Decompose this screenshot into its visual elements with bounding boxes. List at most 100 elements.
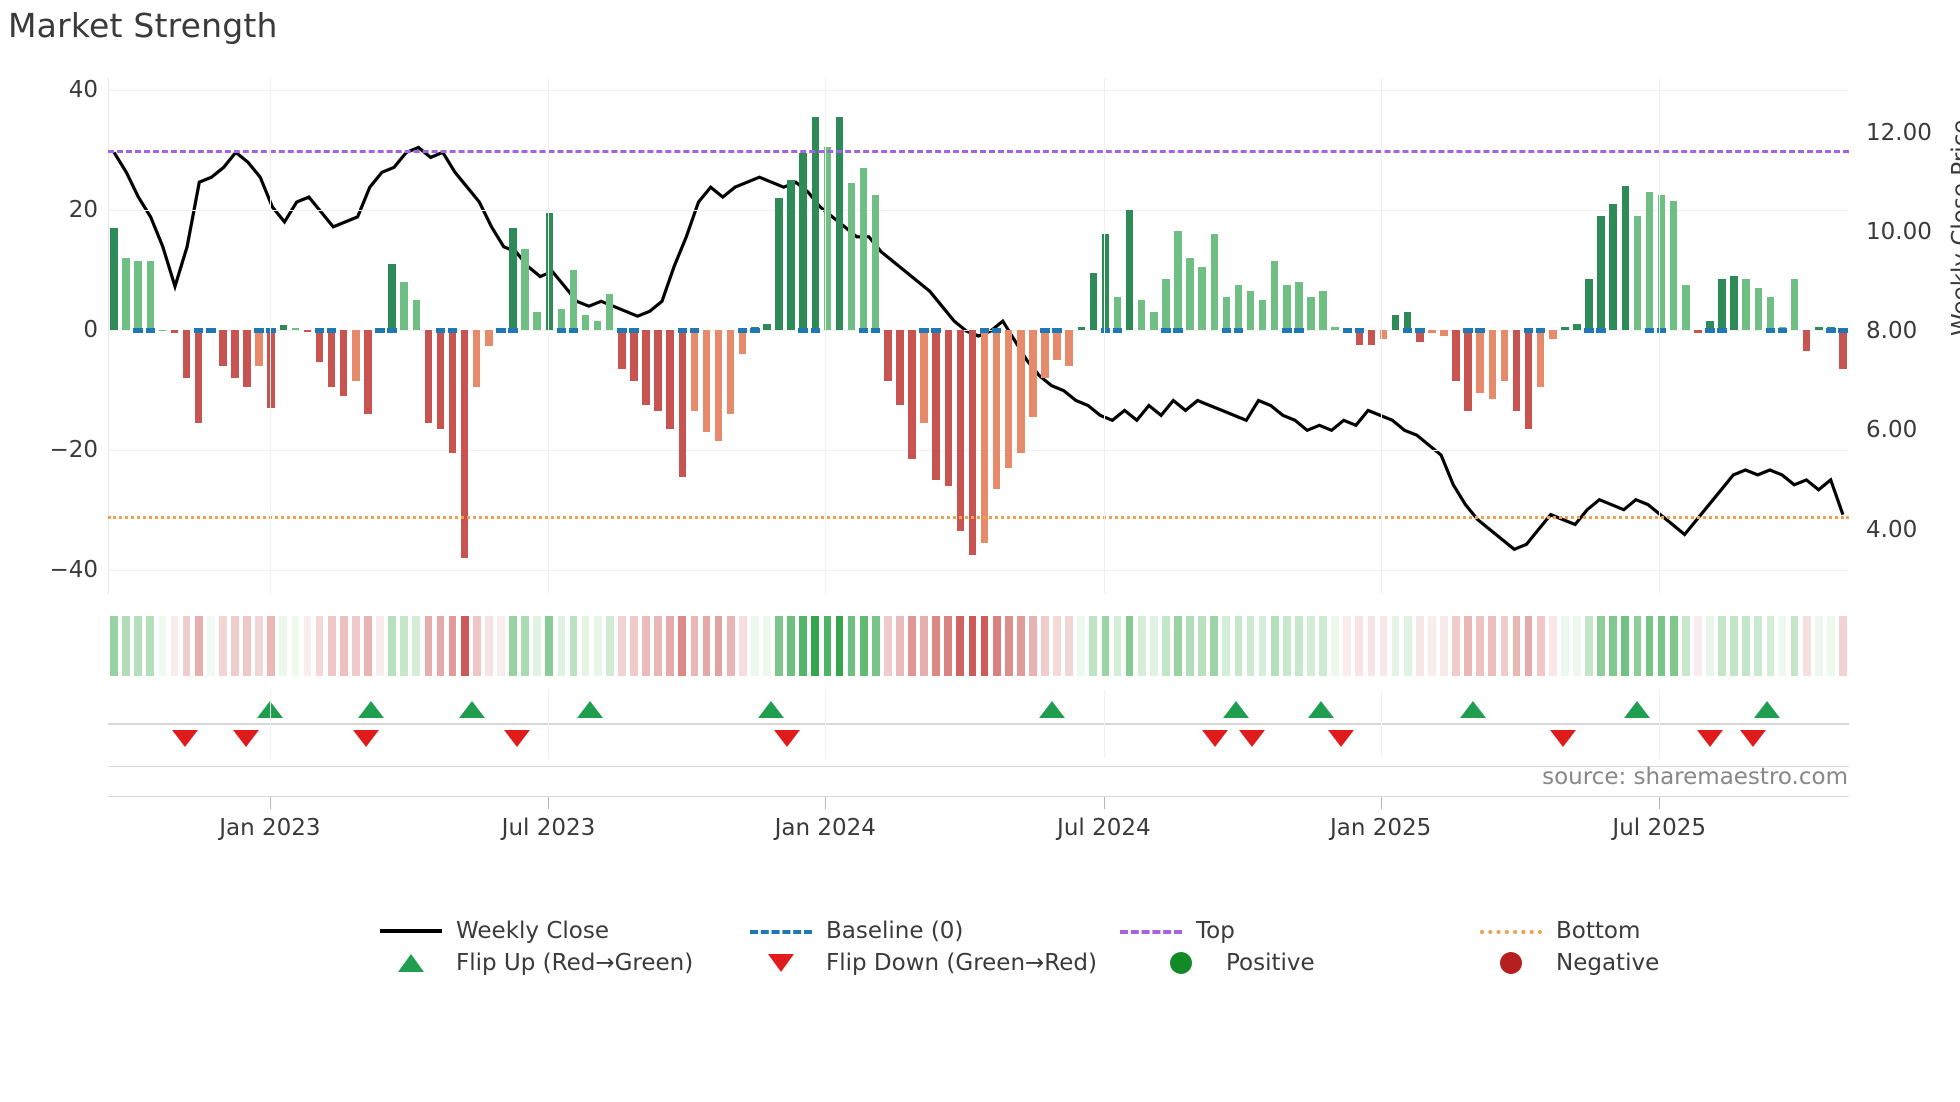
x-guide-line (1103, 690, 1105, 758)
strength-bar (1041, 330, 1049, 378)
strength-bar (871, 195, 880, 330)
heatmap-cell (1234, 616, 1243, 676)
baseline-segment (1052, 327, 1062, 333)
strength-bar (630, 330, 638, 381)
heatmap-cell (1597, 616, 1605, 676)
flip-up-marker (1623, 701, 1650, 718)
strength-bar (1270, 261, 1279, 330)
strength-bar (859, 168, 868, 330)
flip-marker-panel (108, 690, 1849, 758)
legend-item[interactable]: Flip Up (Red→Green) (380, 950, 693, 976)
heatmap-cell (1295, 616, 1303, 676)
heatmap-cell (1101, 616, 1110, 676)
heatmap-cell (1319, 616, 1327, 676)
flip-up-marker (758, 701, 785, 718)
heatmap-cell (388, 616, 396, 676)
strength-bar (1283, 285, 1291, 330)
flip-down-marker (504, 730, 531, 747)
strength-bar (678, 330, 687, 477)
baseline-segment (1354, 327, 1365, 333)
y-axis-left-tick-label: 0 (83, 317, 98, 343)
heatmap-cell (642, 616, 650, 676)
strength-bar (1391, 315, 1400, 330)
heatmap-cell (1343, 616, 1352, 676)
heatmap-cell (376, 616, 384, 676)
flip-down-marker (773, 730, 800, 747)
heatmap-cell (1826, 616, 1835, 676)
heatmap-cell (1609, 616, 1618, 676)
legend-item[interactable]: Top (1120, 918, 1235, 944)
heatmap-cell (231, 616, 239, 676)
heatmap-cell (412, 616, 421, 676)
heatmap-cell (738, 616, 747, 676)
strength-bar (291, 327, 300, 330)
baseline-segment (1402, 327, 1413, 333)
strength-bar (158, 330, 167, 331)
strength-bar (569, 270, 578, 330)
baseline-segment (254, 327, 264, 333)
y-axis-right-tick-label: 8.00 (1866, 318, 1918, 345)
heatmap-cell (436, 616, 445, 676)
x-guide-line (1380, 690, 1382, 758)
heatmap-cell (896, 616, 904, 676)
heatmap-cell (122, 616, 130, 676)
strength-bar (1500, 330, 1509, 381)
heatmap-cell (1669, 616, 1678, 676)
heatmap-cell (206, 616, 215, 676)
strength-bar (1355, 330, 1364, 345)
baseline-segment (326, 327, 337, 333)
legend-item[interactable]: Negative (1480, 950, 1659, 976)
heatmap-cell (1089, 616, 1098, 676)
triangle-up-icon (380, 952, 442, 974)
heatmap-cell (1814, 616, 1823, 676)
legend-item[interactable]: Baseline (0) (750, 918, 963, 944)
strength-bar (1113, 297, 1122, 330)
heatmap-cell (1379, 616, 1388, 676)
flip-up-marker (1223, 701, 1250, 718)
baseline-segment (375, 327, 385, 333)
legend-item[interactable]: Positive (1150, 950, 1315, 976)
top-threshold-line (108, 150, 1849, 153)
baseline-segment (1342, 327, 1352, 333)
strength-bar (1428, 330, 1436, 333)
heatmap-cell (194, 616, 203, 676)
baseline-segment (1765, 327, 1776, 333)
legend-item[interactable]: Bottom (1480, 918, 1640, 944)
x-axis-tick-label: Jul 2023 (501, 815, 596, 841)
heatmap-cell (1210, 616, 1219, 676)
legend-item-label: Negative (1556, 950, 1660, 976)
legend-item-label: Positive (1226, 950, 1315, 976)
heatmap-cell (110, 616, 118, 676)
bottom-threshold-line (108, 516, 1849, 519)
strength-bar (267, 330, 275, 408)
legend-item[interactable]: Weekly Close (380, 918, 609, 944)
strength-bar (388, 264, 396, 330)
strength-bar (279, 325, 288, 330)
baseline-segment (1112, 327, 1123, 333)
triangle-down-icon (750, 952, 812, 974)
heatmap-cell (690, 616, 699, 676)
heatmap-cell (1742, 616, 1751, 676)
baseline-segment (1535, 327, 1546, 333)
baseline-segment (1415, 327, 1425, 333)
baseline-segment (508, 327, 518, 333)
baseline-segment (750, 327, 760, 333)
strength-bar (1573, 324, 1581, 330)
legend-item[interactable]: Flip Down (Green→Red) (750, 950, 1097, 976)
heatmap-cell (170, 616, 179, 676)
strength-bar (1682, 285, 1690, 330)
strength-bar (1101, 234, 1110, 330)
heatmap-cell (545, 616, 554, 676)
strength-bar (1125, 210, 1134, 330)
legend-item-label: Weekly Close (456, 918, 609, 944)
y-axis-left-tick-label: −40 (49, 557, 98, 583)
legend-item-label: Flip Up (Red→Green) (456, 950, 694, 976)
flip-up-marker (577, 701, 604, 718)
strength-bar (1766, 297, 1775, 330)
heatmap-cell (1802, 616, 1811, 676)
strength-bar (581, 315, 590, 330)
heatmap-cell (1186, 616, 1194, 676)
heatmap-cell (1452, 616, 1460, 676)
heatmap-cell (472, 616, 481, 676)
